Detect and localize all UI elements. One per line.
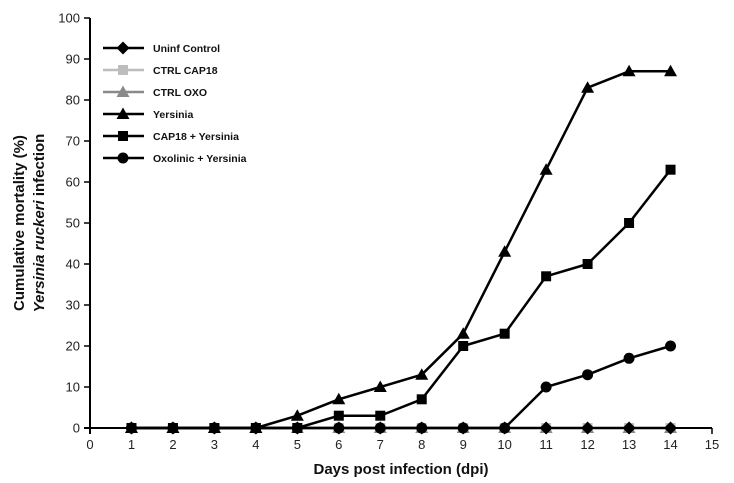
legend-marker-square bbox=[118, 65, 128, 75]
data-point-yersinia bbox=[207, 421, 221, 433]
legend-item-cap18-yersinia: CAP18 + Yersinia bbox=[103, 131, 239, 143]
data-point-cap18-yersinia bbox=[624, 218, 635, 228]
y-tick-label: 50 bbox=[66, 216, 80, 231]
x-axis-title: Days post infection (dpi) bbox=[313, 461, 488, 478]
series-line-cap18-yersinia bbox=[131, 168, 672, 430]
data-point-oxolinic-yersinia bbox=[582, 369, 594, 381]
legend-label: CTRL OXO bbox=[153, 87, 207, 99]
legend-marker-triangle bbox=[116, 85, 130, 97]
y-tick-label: 30 bbox=[66, 298, 80, 313]
legend-label: CAP18 + Yersinia bbox=[153, 131, 239, 143]
data-point-cap18-yersinia bbox=[541, 271, 552, 282]
data-point-cap18-yersinia bbox=[499, 328, 510, 339]
series-yersinia bbox=[124, 64, 678, 433]
data-point-yersinia bbox=[622, 64, 636, 77]
legend-item-uninf-control: Uninf Control bbox=[103, 41, 220, 55]
data-point-cap18-yersinia bbox=[665, 164, 676, 175]
series-oxolinic-yersinia bbox=[125, 340, 677, 434]
x-tick-label: 9 bbox=[460, 437, 467, 452]
x-tick-label: 8 bbox=[418, 437, 425, 452]
data-point-cap18-yersinia bbox=[375, 410, 386, 421]
data-point-yersinia bbox=[539, 163, 553, 175]
data-point-uninf-control bbox=[664, 421, 678, 435]
series-layer bbox=[124, 64, 678, 435]
data-point-cap18-yersinia bbox=[333, 410, 344, 421]
data-point-yersinia bbox=[249, 421, 263, 433]
data-point-oxolinic-yersinia bbox=[333, 422, 345, 434]
data-point-yersinia bbox=[498, 245, 512, 257]
y-axis-title-line-1: Cumulative mortality (%) bbox=[11, 135, 28, 311]
y-axis-title-organism: Yersinia ruckeri bbox=[31, 200, 48, 313]
data-point-oxolinic-yersinia bbox=[457, 422, 469, 434]
data-point-cap18-yersinia bbox=[292, 423, 303, 433]
data-point-yersinia bbox=[290, 409, 304, 421]
data-point-oxolinic-yersinia bbox=[499, 422, 511, 434]
y-axis-title: Cumulative mortality (%) Yersinia rucker… bbox=[11, 134, 48, 313]
data-point-yersinia bbox=[124, 421, 138, 433]
data-point-uninf-control bbox=[581, 421, 595, 435]
data-point-yersinia bbox=[373, 380, 387, 392]
data-point-yersinia bbox=[415, 368, 429, 380]
series-line-oxolinic-yersinia bbox=[131, 344, 671, 430]
data-point-oxolinic-yersinia bbox=[374, 422, 386, 434]
y-tick-label: 70 bbox=[66, 134, 80, 149]
data-point-yersinia bbox=[166, 421, 180, 433]
x-tick-label: 11 bbox=[539, 437, 553, 452]
x-tick-label: 15 bbox=[705, 437, 719, 452]
y-tick-label: 40 bbox=[66, 257, 80, 272]
x-tick-label: 0 bbox=[86, 437, 93, 452]
x-tick-label: 7 bbox=[377, 437, 384, 452]
y-tick-label: 20 bbox=[66, 339, 80, 354]
legend-label: Uninf Control bbox=[153, 43, 220, 55]
legend: Uninf Control CTRL CAP18 CTRL OXO Yersinia C… bbox=[103, 41, 247, 165]
legend-marker-square bbox=[118, 131, 128, 141]
x-tick-label: 2 bbox=[169, 437, 176, 452]
x-tick-label: 10 bbox=[497, 437, 511, 452]
x-tick-label: 12 bbox=[580, 437, 594, 452]
data-point-cap18-yersinia bbox=[416, 394, 427, 405]
x-tick-label: 6 bbox=[335, 437, 342, 452]
data-point-oxolinic-yersinia bbox=[540, 381, 552, 393]
x-tick-label: 4 bbox=[252, 437, 259, 452]
data-point-uninf-control bbox=[622, 421, 636, 435]
y-tick-label: 0 bbox=[73, 421, 80, 436]
legend-item-yersinia: Yersinia bbox=[103, 107, 193, 121]
legend-marker-triangle bbox=[116, 107, 130, 119]
y-axis-title-suffix: infection bbox=[31, 134, 48, 201]
data-point-yersinia bbox=[664, 64, 678, 77]
legend-label: Yersinia bbox=[153, 109, 193, 121]
x-tick-label: 1 bbox=[128, 437, 135, 452]
series-cap18-yersinia bbox=[126, 164, 676, 433]
legend-item-ctrl-oxo: CTRL OXO bbox=[103, 85, 207, 99]
legend-item-oxolinic-yersinia: Oxolinic + Yersinia bbox=[103, 152, 247, 165]
legend-label: Oxolinic + Yersinia bbox=[153, 153, 247, 165]
y-tick-label: 80 bbox=[66, 93, 80, 108]
x-tick-label: 14 bbox=[663, 437, 677, 452]
data-point-oxolinic-yersinia bbox=[623, 352, 635, 364]
data-point-yersinia bbox=[332, 392, 346, 405]
y-axis-title-line-2: Yersinia ruckeri infection bbox=[31, 134, 48, 313]
data-point-yersinia bbox=[456, 327, 470, 339]
x-tick-label: 3 bbox=[211, 437, 218, 452]
data-point-yersinia bbox=[581, 81, 595, 93]
y-axis-ticks: 0 10 20 30 40 50 60 70 80 90 100 bbox=[58, 11, 90, 436]
legend-marker-diamond bbox=[116, 41, 130, 55]
data-point-cap18-yersinia bbox=[458, 341, 469, 351]
data-point-uninf-control bbox=[539, 421, 553, 435]
legend-marker-circle bbox=[117, 152, 129, 164]
y-tick-label: 100 bbox=[58, 11, 80, 26]
data-point-oxolinic-yersinia bbox=[416, 422, 428, 434]
x-tick-label: 13 bbox=[622, 437, 636, 452]
x-tick-label: 5 bbox=[294, 437, 301, 452]
y-tick-label: 90 bbox=[66, 52, 80, 67]
legend-label: CTRL CAP18 bbox=[153, 65, 218, 77]
data-point-oxolinic-yersinia bbox=[665, 340, 677, 352]
y-tick-label: 60 bbox=[66, 175, 80, 190]
y-tick-label: 10 bbox=[66, 380, 80, 395]
axes bbox=[84, 18, 712, 434]
legend-item-ctrl-cap18: CTRL CAP18 bbox=[103, 65, 218, 77]
series-line-yersinia bbox=[131, 70, 671, 430]
data-point-cap18-yersinia bbox=[582, 259, 593, 269]
